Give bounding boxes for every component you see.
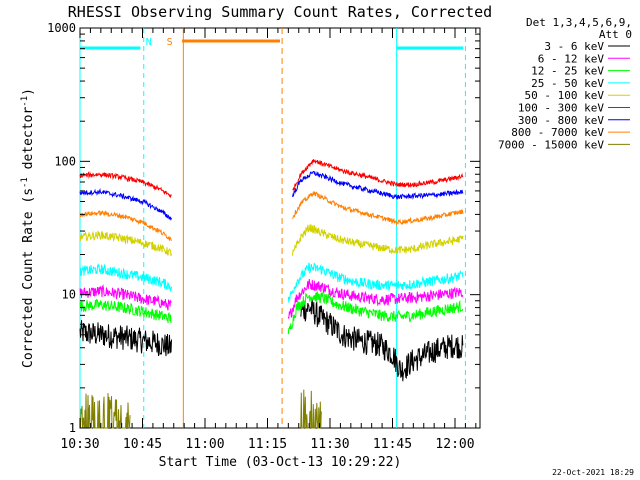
x-tick-label: 11:45 bbox=[373, 437, 412, 452]
series-line bbox=[79, 262, 172, 292]
series-line bbox=[79, 188, 172, 221]
legend-subtitle: Att 0 bbox=[599, 28, 632, 41]
series-7000-15000keV bbox=[80, 389, 322, 429]
y-axis-label-end: ) bbox=[21, 88, 36, 96]
y-tick-label: 100 bbox=[54, 154, 76, 168]
y-axis: 1 10 100 1000 bbox=[47, 21, 480, 435]
legend-entry-label: 3 - 6 keV bbox=[544, 40, 604, 53]
plot-frame bbox=[79, 27, 481, 429]
series-line bbox=[80, 393, 131, 429]
series-line bbox=[79, 298, 172, 324]
x-tick-label: 12:00 bbox=[435, 437, 474, 452]
legend-entry-label: 300 - 800 keV bbox=[518, 114, 604, 127]
x-tick-label: 10:30 bbox=[60, 437, 99, 452]
series-line bbox=[79, 171, 172, 199]
series-line bbox=[292, 159, 464, 192]
series-line bbox=[300, 297, 464, 382]
legend-entry-label: 12 - 25 keV bbox=[531, 65, 604, 78]
series-line bbox=[287, 291, 464, 335]
series-line bbox=[292, 170, 464, 201]
series-50-100keV bbox=[79, 224, 464, 257]
x-tick-label: 11:15 bbox=[248, 437, 287, 452]
series-line bbox=[292, 191, 464, 227]
y-tick-label: 1 bbox=[69, 421, 76, 435]
series-line bbox=[300, 389, 322, 429]
y-axis-label-mid: detector bbox=[21, 107, 36, 178]
legend-entry-label: 6 - 12 keV bbox=[538, 52, 605, 65]
legend-entry-label: 25 - 50 keV bbox=[531, 77, 604, 90]
series-100-300keV bbox=[79, 159, 464, 199]
x-axis-label: Start Time (03-Oct-13 10:29:22) bbox=[159, 455, 402, 470]
series-line bbox=[79, 230, 172, 257]
series-800-7000keV bbox=[79, 191, 464, 242]
series-line bbox=[292, 224, 464, 256]
series-line bbox=[79, 210, 172, 242]
plot-border bbox=[79, 27, 481, 429]
series-6-12keV bbox=[79, 279, 464, 320]
timestamp: 22-Oct-2021 18:29 bbox=[552, 468, 634, 477]
y-axis-label-sup2: -1 bbox=[20, 96, 30, 107]
legend-entry-label: 100 - 300 keV bbox=[518, 102, 604, 115]
y-tick-label: 1000 bbox=[47, 21, 76, 35]
series-25-50keV bbox=[79, 262, 464, 303]
series-line bbox=[287, 279, 464, 320]
chart-title: RHESSI Observing Summary Count Rates, Co… bbox=[68, 3, 492, 21]
y-axis-label-sup1: -1 bbox=[20, 177, 30, 188]
legend-entry-label: 800 - 7000 keV bbox=[511, 126, 604, 139]
legend-entry-label: 7000 - 15000 keV bbox=[498, 138, 604, 151]
series-12-25keV bbox=[79, 291, 464, 335]
y-axis-label: Corrected Count Rate (s-1 detector-1) bbox=[20, 88, 36, 368]
series-layer bbox=[79, 159, 464, 429]
series-line bbox=[79, 284, 172, 311]
legend-title: Det 1,3,4,5,6,9, bbox=[526, 16, 632, 29]
series-line bbox=[287, 262, 464, 303]
x-tick-label: 11:30 bbox=[310, 437, 349, 452]
marker-label: S bbox=[167, 37, 173, 48]
y-axis-label-main: Corrected Count Rate (s bbox=[21, 188, 36, 368]
y-tick-label: 10 bbox=[62, 288, 76, 302]
x-axis: 10:30 10:45 11:00 11:15 11:30 11:45 12:00 bbox=[60, 28, 477, 452]
marker-label: N bbox=[146, 37, 152, 48]
series-300-800keV bbox=[79, 170, 464, 221]
x-tick-label: 11:00 bbox=[185, 437, 224, 452]
legend-entry-label: 50 - 100 keV bbox=[525, 89, 605, 102]
series-line bbox=[79, 320, 172, 357]
x-tick-label: 10:45 bbox=[123, 437, 162, 452]
series-3-6keV bbox=[79, 297, 464, 382]
